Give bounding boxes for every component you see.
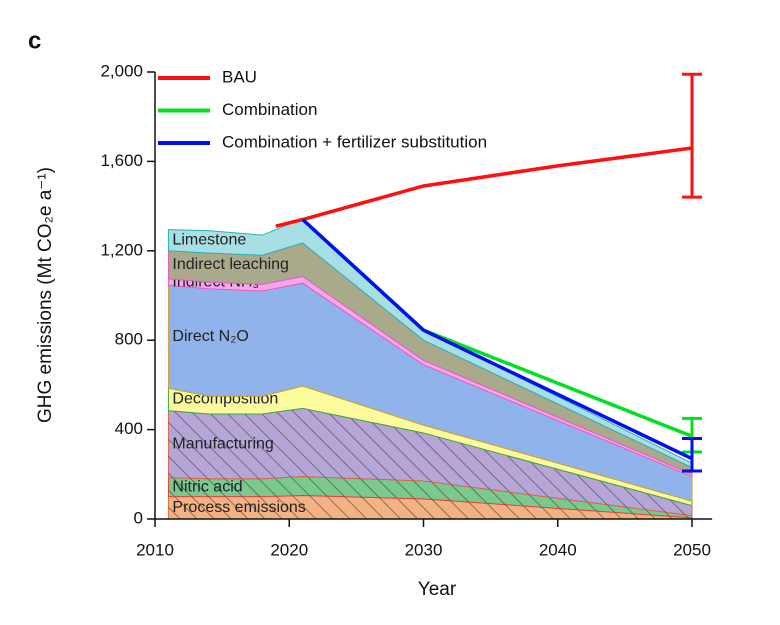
panel-label: c [28, 27, 41, 54]
legend-label: Combination + fertilizer substitution [222, 132, 487, 151]
y-tick-label: 1,200 [100, 240, 143, 259]
legend-label: Combination [222, 100, 317, 119]
area-label: Direct N₂O [172, 328, 248, 345]
y-tick-label: 400 [115, 419, 143, 438]
y-tick-label: 2,000 [100, 61, 143, 80]
area-hatch [168, 476, 693, 518]
line [275, 146, 693, 228]
x-tick-label: 2050 [673, 540, 711, 559]
x-tick-label: 2040 [539, 540, 577, 559]
y-tick-label: 1,600 [100, 151, 143, 170]
x-tick-label: 2020 [270, 540, 308, 559]
y-tick-label: 0 [134, 508, 143, 527]
x-tick-label: 2010 [136, 540, 174, 559]
y-tick-label: 800 [115, 330, 143, 349]
legend-label: BAU [222, 67, 257, 86]
area-label: Limestone [172, 231, 246, 248]
area-label: Process emissions [172, 499, 305, 516]
area-hatch [168, 408, 693, 516]
area-label: Indirect leaching [172, 256, 289, 273]
x-axis-title: Year [418, 579, 457, 600]
area-hatch [168, 495, 693, 519]
area-label: Nitric acid [172, 478, 242, 495]
line [301, 218, 693, 461]
area-label: Manufacturing [172, 435, 273, 452]
y-axis-title: GHG emissions (Mt CO₂e a⁻¹) [35, 167, 56, 423]
x-tick-label: 2030 [405, 540, 443, 559]
